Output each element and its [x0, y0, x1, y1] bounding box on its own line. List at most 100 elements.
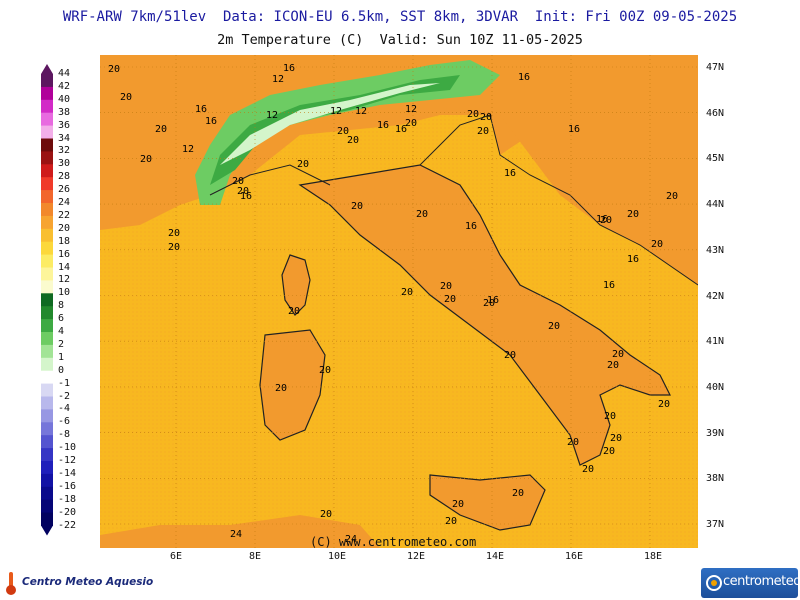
contour-label: 20: [480, 112, 492, 123]
legend-swatch: [41, 177, 53, 191]
legend-label: -16: [58, 480, 77, 492]
contour-label: 20: [512, 488, 524, 499]
legend-swatch: [41, 512, 53, 526]
legend-label: 16: [58, 248, 71, 260]
latitude-label: 43N: [706, 244, 725, 256]
legend-label: 12: [58, 274, 71, 286]
contour-label: 20: [604, 411, 616, 422]
contour-label: 16: [568, 124, 580, 135]
legend-label: 32: [58, 145, 71, 157]
latitude-label: 41N: [706, 336, 725, 348]
contour-label: 20: [351, 201, 363, 212]
contour-label: 16: [596, 214, 608, 225]
sardinia: [260, 330, 325, 440]
contour-label: 16: [240, 191, 252, 202]
contour-label: 20: [232, 176, 244, 187]
contour-label: 20: [140, 154, 152, 165]
legend-label: 38: [58, 106, 71, 118]
legend-label: 0: [58, 364, 65, 376]
contour-label: 20: [108, 64, 120, 75]
latitude-label: 42N: [706, 290, 725, 302]
legend-swatch: [41, 306, 53, 320]
legend-label: 44: [58, 68, 71, 79]
latitude-label: 40N: [706, 381, 725, 393]
contour-label: 20: [504, 350, 516, 361]
centrometeo-logo: centrometeo: [701, 568, 800, 598]
contour-label: 20: [666, 191, 678, 202]
legend-swatch: [41, 344, 53, 359]
latitude-label: 44N: [706, 199, 725, 211]
legend-swatch: [41, 473, 53, 488]
legend-label: 6: [58, 313, 65, 325]
legend-swatch: [41, 99, 53, 114]
legend-swatch: [41, 241, 53, 256]
legend-swatch: [41, 74, 53, 88]
legend-label: -18: [58, 493, 77, 505]
africa-coast: [100, 515, 380, 548]
legend-swatch: [41, 486, 53, 501]
legend-arrow-top: [41, 64, 53, 74]
contour-label: 20: [401, 287, 413, 298]
legend-swatch: [41, 448, 53, 462]
legend-label: -4: [58, 403, 71, 415]
contour-label: 20: [582, 464, 594, 475]
balkans-land: [480, 95, 698, 285]
legend-label: -8: [58, 429, 71, 441]
longitude-label: 8E: [249, 551, 262, 562]
contour-label: 24: [345, 534, 357, 545]
contour-label: 20: [319, 365, 331, 376]
contour-label: 16: [377, 120, 389, 131]
legend-swatch: [41, 112, 53, 127]
contour-label: 20: [467, 109, 479, 120]
contour-label: 24: [230, 529, 242, 540]
latitude-label: 45N: [706, 153, 725, 165]
contour-label: 12: [266, 110, 278, 121]
contour-label: 12: [405, 104, 417, 115]
contour-label: 20: [416, 209, 428, 220]
legend-label: 8: [58, 300, 65, 312]
contour-label: 20: [651, 239, 663, 250]
legend-swatch: [41, 164, 53, 178]
legend-label: 40: [58, 93, 71, 105]
contour-label: 20: [337, 126, 349, 137]
longitude-label: 14E: [486, 551, 505, 562]
contour-label: 12: [355, 106, 367, 117]
contour-label: 20: [168, 242, 180, 253]
legend-swatch: [41, 499, 53, 514]
contour-label: 20: [288, 306, 300, 317]
contour-label: 16: [195, 104, 207, 115]
legend-swatch: [41, 332, 53, 346]
legend-swatch: [41, 422, 53, 436]
legend-arrow-bottom: [41, 525, 53, 536]
contour-label: 20: [610, 433, 622, 444]
legend-swatch: [41, 319, 53, 333]
legend-swatch: [41, 203, 53, 217]
longitude-label: 6E: [170, 551, 183, 562]
legend-swatch: [41, 254, 53, 268]
contour-label: 16: [205, 116, 217, 127]
contour-label: 12: [182, 144, 194, 155]
legend-label: -20: [58, 506, 77, 518]
legend-swatch: [41, 461, 53, 475]
legend-label: 20: [58, 222, 71, 234]
contour-label: 16: [504, 168, 516, 179]
contour-label: 16: [603, 280, 615, 291]
latitude-label: 47N: [706, 62, 725, 73]
contour-label: 16: [283, 63, 295, 74]
contour-label: 20: [603, 446, 615, 457]
contour-label: 20: [120, 92, 132, 103]
contour-label: 16: [518, 72, 530, 83]
legend-label: 24: [58, 197, 71, 208]
legend-swatch: [41, 138, 53, 152]
legend-label: 34: [58, 132, 71, 144]
contour-label: 20: [483, 298, 495, 309]
header-subtitle: 2m Temperature (C) Valid: Sun 10Z 11-05-…: [217, 32, 583, 48]
legend-label: -22: [58, 519, 77, 531]
contour-label: 20: [607, 360, 619, 371]
legend-label: 2: [58, 338, 65, 350]
coastline: [298, 164, 671, 466]
contour-label: 20: [444, 294, 456, 305]
legend-label: 26: [58, 184, 71, 196]
